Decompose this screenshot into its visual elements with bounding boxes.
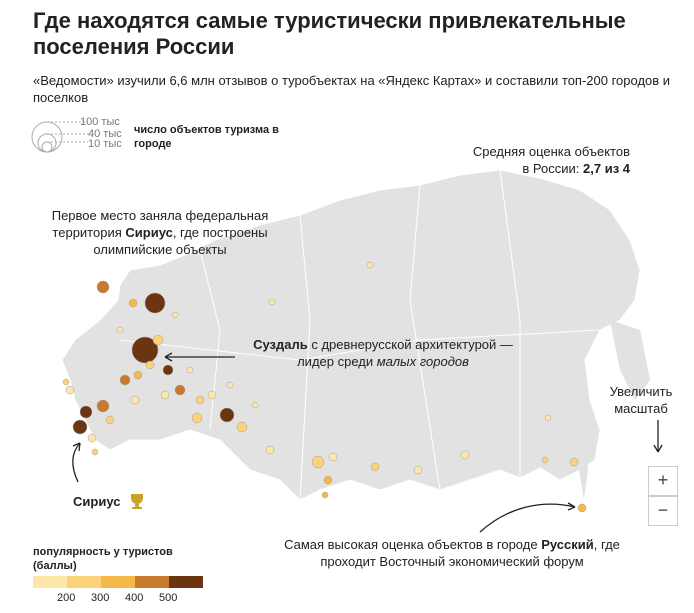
bubbles	[62, 261, 587, 513]
color-swatch	[135, 576, 169, 588]
text: Суздаль	[253, 337, 308, 352]
text: Средняя оценка объектов в России:	[472, 144, 630, 176]
annotation: Первое место заняла федеральная территор…	[30, 207, 290, 258]
sirius-label: Сириус	[73, 494, 121, 509]
text: Первое место заняла федеральная территор…	[51, 208, 269, 240]
size-label: 40 тыс	[88, 128, 122, 140]
color-swatch	[101, 576, 135, 588]
color-tick: 400	[125, 592, 144, 604]
zoom-in-button[interactable]: +	[648, 466, 678, 496]
color-swatch	[169, 576, 203, 588]
color-tick: 200	[57, 592, 76, 604]
title: Где находятся самые туристически привлек…	[33, 8, 626, 59]
trophy-icon	[131, 494, 143, 509]
annotation: Самая высокая оценка объектов в городе Р…	[262, 536, 642, 570]
color-legend-title: популярность у туристов (баллы)	[33, 546, 173, 572]
text: с древнерусской архитектурой — лидер сре…	[297, 337, 513, 369]
arrows	[72, 352, 663, 533]
russia-shape	[61, 169, 641, 501]
size-label: 10 тыс	[88, 138, 122, 150]
text: малых городов	[376, 354, 469, 369]
color-tick: 500	[159, 592, 178, 604]
color-swatch	[33, 576, 67, 588]
text: Сириус	[125, 225, 173, 240]
text: 2,7 из 4	[583, 161, 630, 176]
text: Русский	[541, 537, 594, 552]
zoom-out-button[interactable]: −	[648, 496, 678, 526]
average-note: Средняя оценка объектов в России: 2,7 из…	[470, 143, 630, 177]
zoom-label: Увеличить масштаб	[609, 384, 673, 416]
sakhalin	[578, 430, 588, 500]
text: Самая высокая оценка объектов в городе	[284, 537, 542, 552]
size-legend-title: число объектов туризма в городе	[134, 124, 279, 150]
size-label: 100 тыс	[80, 116, 120, 128]
subtitle: «Ведомости» изучили 6,6 млн отзывов о ту…	[33, 73, 671, 105]
annotation: Суздаль с древнерусской архитектурой — л…	[238, 336, 528, 370]
text: , где проходит Восточный экономический ф…	[320, 537, 620, 569]
size-legend-circles	[31, 121, 88, 153]
text: , где построены олимпийские объекты	[93, 225, 268, 257]
color-swatch	[67, 576, 101, 588]
color-tick: 300	[91, 592, 110, 604]
kamchatka	[610, 320, 650, 400]
